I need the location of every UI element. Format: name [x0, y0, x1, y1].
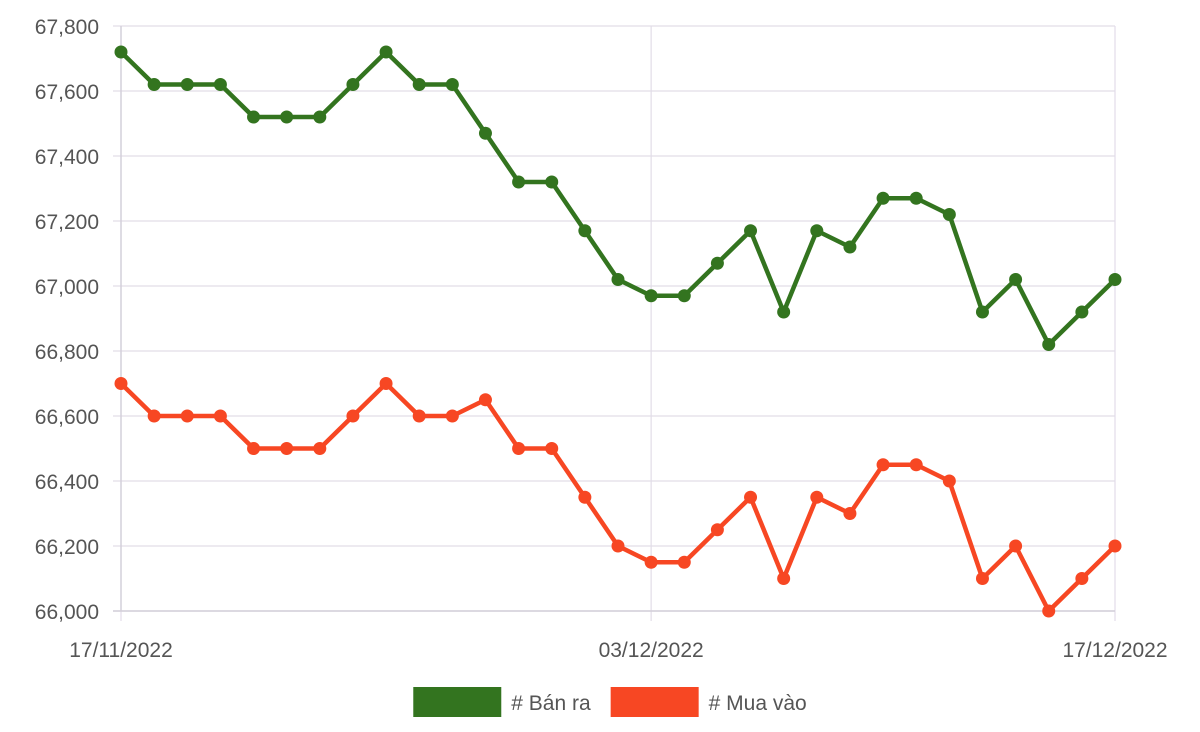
data-point[interactable] — [710, 523, 724, 537]
data-point[interactable] — [843, 240, 857, 254]
data-point[interactable] — [876, 191, 890, 205]
data-point[interactable] — [545, 175, 559, 189]
data-point[interactable] — [677, 555, 691, 569]
axis-layer: 66,000 66,200 66,400 66,600 66,800 67,000 67,2… — [35, 16, 1168, 662]
data-point[interactable] — [578, 490, 592, 504]
x-tick-label: 17/12/2022 — [1062, 639, 1167, 662]
x-tick-label: 17/11/2022 — [69, 639, 173, 662]
data-point[interactable] — [1042, 338, 1056, 351]
data-point[interactable] — [810, 490, 824, 504]
data-point[interactable] — [611, 273, 625, 286]
legend-item-mua-vao[interactable]: # Mua vào — [610, 687, 807, 717]
series-mua-vao — [114, 377, 1122, 618]
data-point[interactable] — [313, 442, 327, 455]
data-point[interactable] — [379, 377, 393, 390]
data-point[interactable] — [1108, 539, 1122, 553]
data-point[interactable] — [445, 78, 459, 91]
data-point[interactable] — [247, 110, 261, 124]
data-point[interactable] — [114, 45, 128, 59]
data-point[interactable] — [677, 289, 691, 303]
y-tick-label: 67,000 — [35, 276, 99, 299]
data-point[interactable] — [843, 507, 857, 520]
data-point[interactable] — [213, 409, 227, 423]
data-point[interactable] — [1075, 305, 1089, 319]
data-point[interactable] — [975, 572, 989, 585]
data-point[interactable] — [1009, 273, 1023, 286]
data-point[interactable] — [942, 474, 956, 488]
x-tick-label: 03/12/2022 — [599, 639, 704, 662]
data-point[interactable] — [975, 305, 989, 319]
y-tick-label: 67,200 — [35, 211, 99, 234]
data-point[interactable] — [942, 208, 956, 221]
data-point[interactable] — [180, 78, 194, 91]
data-point[interactable] — [909, 191, 923, 205]
y-tick-label: 66,000 — [35, 601, 99, 624]
data-point[interactable] — [644, 289, 658, 303]
data-point[interactable] — [777, 572, 791, 585]
y-tick-label: 67,800 — [35, 16, 99, 39]
data-point[interactable] — [445, 409, 459, 423]
legend-swatch — [413, 687, 502, 717]
data-point[interactable] — [412, 78, 426, 91]
data-point[interactable] — [280, 442, 294, 455]
legend-label: # Bán ra — [511, 692, 591, 715]
legend-swatch — [610, 687, 699, 717]
data-point[interactable] — [545, 442, 559, 455]
data-point[interactable] — [379, 45, 393, 59]
data-point[interactable] — [578, 224, 592, 238]
series-line — [118, 49, 1118, 347]
data-point[interactable] — [213, 78, 227, 91]
data-point[interactable] — [644, 555, 658, 569]
y-tick-label: 66,400 — [35, 471, 99, 494]
legend-item-ban-ra[interactable]: # Bán ra — [413, 687, 591, 717]
data-point[interactable] — [247, 442, 261, 455]
data-point[interactable] — [313, 110, 327, 124]
data-point[interactable] — [810, 224, 824, 238]
y-tick-label: 67,400 — [35, 146, 99, 169]
data-point[interactable] — [512, 442, 526, 455]
legend[interactable]: # Bán ra # Mua vào — [413, 687, 807, 717]
data-point[interactable] — [1108, 273, 1122, 286]
y-tick-label: 66,600 — [35, 406, 99, 429]
data-point[interactable] — [876, 458, 890, 472]
data-point[interactable] — [710, 256, 724, 270]
y-tick-label: 66,800 — [35, 341, 99, 364]
data-point[interactable] — [280, 110, 294, 124]
data-point[interactable] — [346, 409, 360, 423]
data-point[interactable] — [1009, 539, 1023, 553]
series-layer — [114, 45, 1122, 618]
data-point[interactable] — [611, 539, 625, 553]
data-point[interactable] — [1075, 572, 1089, 585]
data-point[interactable] — [180, 409, 194, 423]
data-point[interactable] — [744, 490, 758, 504]
data-point[interactable] — [909, 458, 923, 472]
y-tick-label: 67,600 — [35, 81, 99, 104]
data-point[interactable] — [147, 409, 161, 423]
data-point[interactable] — [478, 126, 492, 140]
data-point[interactable] — [114, 377, 128, 390]
data-point[interactable] — [147, 78, 161, 91]
data-point[interactable] — [412, 409, 426, 423]
data-point[interactable] — [777, 305, 791, 319]
data-point[interactable] — [478, 393, 492, 407]
series-line — [118, 381, 1118, 614]
legend-label: # Mua vào — [709, 692, 807, 715]
data-point[interactable] — [744, 224, 758, 238]
series-ban-ra — [114, 45, 1122, 351]
data-point[interactable] — [512, 175, 526, 189]
data-point[interactable] — [346, 78, 360, 91]
y-tick-label: 66,200 — [35, 536, 99, 559]
data-point[interactable] — [1042, 604, 1056, 618]
